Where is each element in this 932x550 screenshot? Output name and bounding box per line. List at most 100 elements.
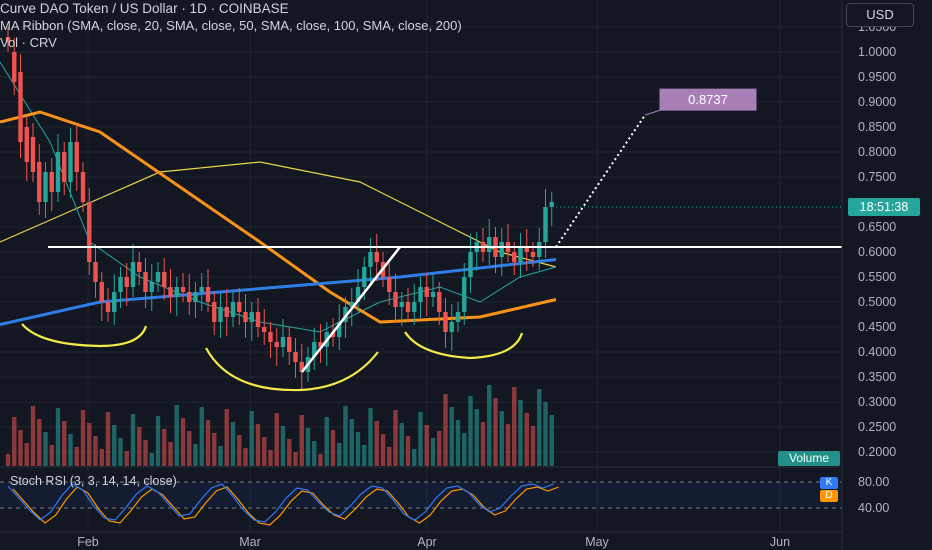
volume-bar	[299, 415, 304, 466]
volume-bar	[243, 448, 248, 466]
candle-body	[218, 307, 223, 322]
stoch-tick: 80.00	[858, 475, 889, 489]
volume-bar	[418, 412, 423, 466]
volume-bar	[68, 434, 73, 466]
stoch-k-line	[7, 483, 554, 523]
volume-bar	[199, 407, 204, 466]
volume-bar	[368, 408, 373, 466]
volume-bar	[218, 446, 223, 466]
volume-bar	[462, 433, 467, 466]
sma-20-line	[0, 61, 557, 333]
target-label: 0.8737	[688, 92, 728, 107]
volume-bar	[249, 411, 254, 466]
left-shoulder-curve	[21, 323, 148, 348]
volume-bar	[162, 429, 167, 466]
stoch-d-badge: D	[820, 490, 838, 502]
candle-body	[105, 302, 111, 312]
volume-bar	[87, 423, 92, 466]
candle-body	[318, 342, 323, 347]
candle-body	[462, 277, 467, 312]
candle-body	[362, 267, 367, 287]
volume-bar	[212, 433, 217, 466]
volume-bar	[337, 443, 342, 466]
currency-button[interactable]: USD	[846, 3, 914, 27]
symbol-title[interactable]: Curve DAO Token / US Dollar · 1D · COINB…	[0, 1, 289, 16]
candle-body	[487, 237, 492, 252]
volume-bar	[193, 444, 198, 466]
stoch-band	[0, 482, 842, 508]
volume-bar	[224, 409, 229, 466]
candle-body	[543, 207, 548, 242]
candle-body	[274, 342, 279, 347]
trend-line	[301, 246, 401, 373]
volume-bar	[549, 415, 554, 466]
volume-bar	[305, 428, 311, 466]
candle-body	[80, 172, 86, 202]
candle-body	[187, 292, 192, 302]
volume-bar	[424, 425, 429, 466]
candle-body	[468, 252, 473, 277]
volume-bar	[449, 407, 454, 466]
candle-body	[518, 247, 523, 262]
price-tick: 0.4500	[858, 320, 896, 334]
stoch-rsi-legend[interactable]: Stoch RSI (3, 3, 14, 14, close)	[10, 474, 177, 488]
volume-bar	[143, 440, 148, 466]
candle-body	[249, 312, 254, 322]
volume-bar	[318, 454, 323, 466]
candle-body	[68, 142, 73, 182]
candle-body	[374, 252, 379, 262]
volume-bar	[137, 427, 142, 466]
volume-bar	[393, 410, 398, 466]
candle-body	[87, 202, 92, 262]
candle-body	[499, 242, 504, 257]
volume-bar	[230, 422, 236, 466]
sma-50-line	[0, 110, 557, 324]
candle-body	[55, 152, 61, 192]
candle-body	[418, 287, 423, 302]
volume-bar	[487, 385, 492, 466]
volume-bar	[180, 418, 186, 466]
candle-body	[5, 37, 11, 42]
volume-bar	[437, 431, 442, 466]
candle-body	[455, 312, 461, 322]
candle-body	[512, 252, 517, 262]
price-tick: 0.8500	[858, 120, 896, 134]
candle-body	[62, 152, 67, 182]
ma-ribbon-legend[interactable]: MA Ribbon (SMA, close, 20, SMA, close, 5…	[0, 18, 462, 33]
volume-bar	[43, 432, 48, 466]
price-tick: 0.5000	[858, 295, 896, 309]
volume-bar	[524, 413, 529, 466]
candle-body	[74, 142, 79, 172]
volume-bar	[105, 412, 111, 466]
candle-body	[530, 252, 536, 257]
candle-body	[43, 172, 48, 202]
volume-bar	[99, 449, 104, 466]
volume-bar	[380, 434, 386, 466]
volume-bar	[262, 437, 267, 466]
candle-body	[405, 302, 411, 312]
candle-body	[162, 272, 167, 287]
candle-body	[49, 172, 54, 192]
date-tick: Mar	[239, 535, 261, 549]
candle-body	[355, 287, 361, 302]
candle-body	[230, 302, 236, 317]
candle-body	[137, 262, 142, 272]
volume-bar	[293, 452, 298, 466]
volume-legend[interactable]: Vol · CRV	[0, 35, 57, 50]
candle-body	[24, 127, 29, 162]
volume-bar	[24, 443, 29, 466]
candle-body	[312, 342, 317, 357]
volume-bar	[349, 419, 354, 466]
candle-body	[37, 162, 42, 202]
candle-body	[212, 302, 217, 322]
last-price-badge	[848, 198, 920, 216]
volume-bar	[255, 424, 261, 466]
price-tick: 1.0000	[858, 45, 896, 59]
stoch-tick: 40.00	[858, 501, 889, 515]
date-tick: Feb	[77, 535, 99, 549]
target-callout	[644, 88, 757, 116]
volume-bar	[155, 416, 161, 466]
volume-bar	[324, 417, 329, 466]
price-tick: 0.3500	[858, 370, 896, 384]
